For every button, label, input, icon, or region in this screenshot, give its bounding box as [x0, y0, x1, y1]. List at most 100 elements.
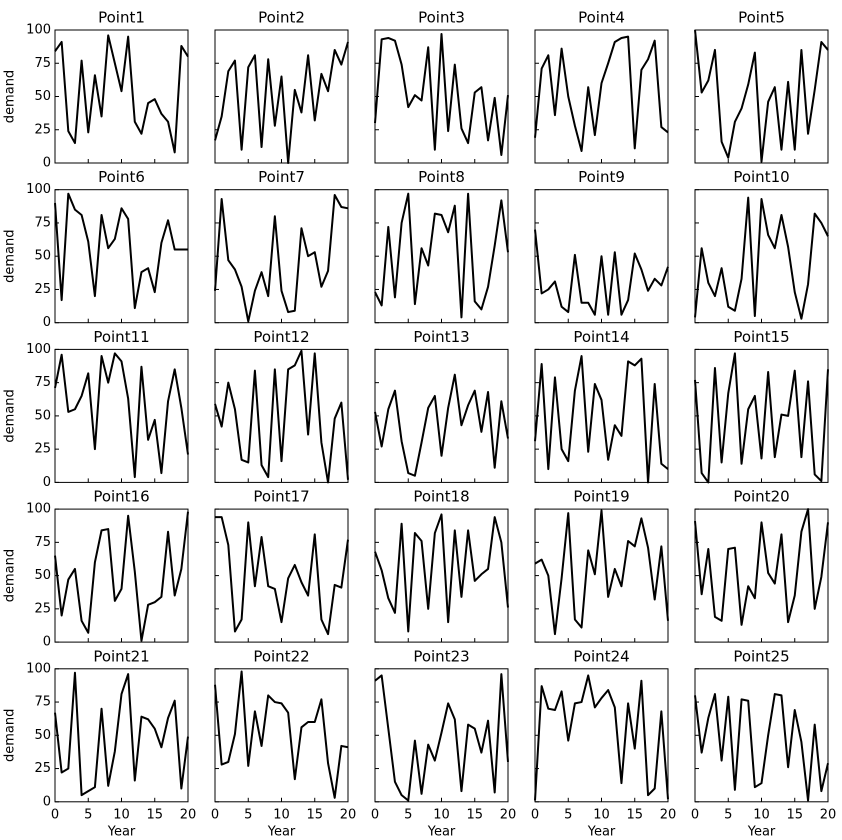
y-tick-label: 75	[34, 56, 51, 71]
data-line	[54, 34, 189, 154]
y-tick-label: 50	[34, 408, 51, 423]
y-axis-label: demand	[3, 70, 18, 123]
x-axis-label: Year	[107, 824, 136, 839]
y-tick-label: 100	[26, 23, 51, 38]
y-tick-label: 50	[34, 568, 51, 583]
data-line	[694, 196, 829, 320]
x-tick-label: 10	[593, 807, 610, 822]
y-tick-label: 50	[34, 249, 51, 264]
panel-title: Point17	[253, 488, 309, 506]
data-line	[374, 32, 509, 157]
data-line	[534, 509, 669, 636]
panel-title: Point1	[98, 9, 145, 27]
x-tick-label: 0	[211, 807, 219, 822]
data-line	[374, 192, 509, 319]
data-line	[214, 670, 349, 799]
y-tick-label: 0	[43, 635, 51, 650]
y-tick-label: 0	[43, 475, 51, 490]
plot-frame	[374, 189, 509, 324]
x-tick-label: 20	[660, 807, 677, 822]
panel-title: Point6	[98, 168, 145, 186]
x-axis-label: Year	[587, 824, 616, 839]
plot-frame	[534, 508, 669, 643]
panel-title: Point8	[418, 168, 465, 186]
data-line	[374, 513, 509, 633]
data-line	[534, 35, 669, 153]
y-tick-label: 25	[34, 282, 51, 297]
y-tick-label: 25	[34, 122, 51, 137]
panel-title: Point21	[93, 647, 149, 665]
plot-frame	[54, 348, 189, 483]
panel-title: Point14	[573, 328, 629, 346]
y-tick-label: 0	[43, 156, 51, 171]
x-tick-label: 20	[820, 807, 837, 822]
x-tick-label: 10	[433, 807, 450, 822]
y-tick-label: 0	[43, 315, 51, 330]
x-tick-label: 20	[500, 807, 517, 822]
data-line	[215, 516, 349, 636]
y-axis-label: demand	[3, 709, 18, 762]
data-line	[694, 693, 829, 802]
data-line	[694, 508, 829, 626]
panel-title: Point5	[738, 9, 785, 27]
x-tick-label: 20	[340, 807, 357, 822]
y-tick-label: 100	[26, 182, 51, 197]
panel-title: Point18	[413, 488, 469, 506]
y-tick-label: 75	[34, 695, 51, 710]
panel-title: Point9	[578, 168, 625, 186]
y-tick-label: 100	[26, 661, 51, 676]
y-axis-label: demand	[3, 230, 18, 283]
data-line	[54, 352, 189, 479]
data-line	[54, 671, 189, 797]
data-line	[534, 229, 669, 316]
x-tick-label: 0	[691, 807, 699, 822]
y-tick-label: 75	[34, 375, 51, 390]
panel-title: Point23	[413, 647, 469, 665]
x-tick-label: 15	[146, 807, 163, 822]
x-tick-label: 15	[786, 807, 803, 822]
data-line	[214, 349, 349, 484]
panel-title: Point11	[93, 328, 149, 346]
panel-title: Point24	[573, 647, 629, 665]
x-tick-label: 5	[84, 807, 92, 822]
panel-title: Point10	[733, 168, 789, 186]
plot-frame	[214, 29, 349, 164]
y-axis-label: demand	[3, 389, 18, 442]
y-tick-label: 25	[34, 442, 51, 457]
data-line	[534, 674, 669, 801]
x-tick-label: 0	[51, 807, 59, 822]
y-tick-label: 25	[34, 601, 51, 616]
data-line	[694, 29, 829, 163]
x-axis-label: Year	[427, 824, 456, 839]
plot-frame	[374, 348, 509, 483]
panel-title: Point22	[253, 647, 309, 665]
y-tick-label: 0	[43, 794, 51, 809]
x-tick-label: 5	[244, 807, 252, 822]
x-tick-label: 15	[626, 807, 643, 822]
x-tick-label: 10	[753, 807, 770, 822]
data-line	[694, 352, 829, 484]
panel-title: Point25	[733, 647, 789, 665]
plot-frame	[534, 29, 669, 164]
x-tick-label: 0	[371, 807, 379, 822]
x-axis-label: Year	[267, 824, 296, 839]
x-tick-label: 10	[273, 807, 290, 822]
y-tick-label: 100	[26, 502, 51, 517]
x-tick-label: 20	[180, 807, 197, 822]
x-tick-label: 15	[306, 807, 323, 822]
x-tick-label: 5	[404, 807, 412, 822]
y-tick-label: 50	[34, 89, 51, 104]
panel-title: Point19	[573, 488, 629, 506]
y-tick-label: 100	[26, 342, 51, 357]
data-line	[534, 355, 669, 484]
data-line	[374, 673, 509, 802]
data-line	[214, 41, 349, 164]
data-line	[374, 373, 509, 477]
panel-title: Point13	[413, 328, 469, 346]
y-tick-label: 50	[34, 728, 51, 743]
y-tick-label: 75	[34, 535, 51, 550]
data-line	[54, 192, 188, 310]
data-line	[214, 194, 349, 323]
x-tick-label: 5	[724, 807, 732, 822]
